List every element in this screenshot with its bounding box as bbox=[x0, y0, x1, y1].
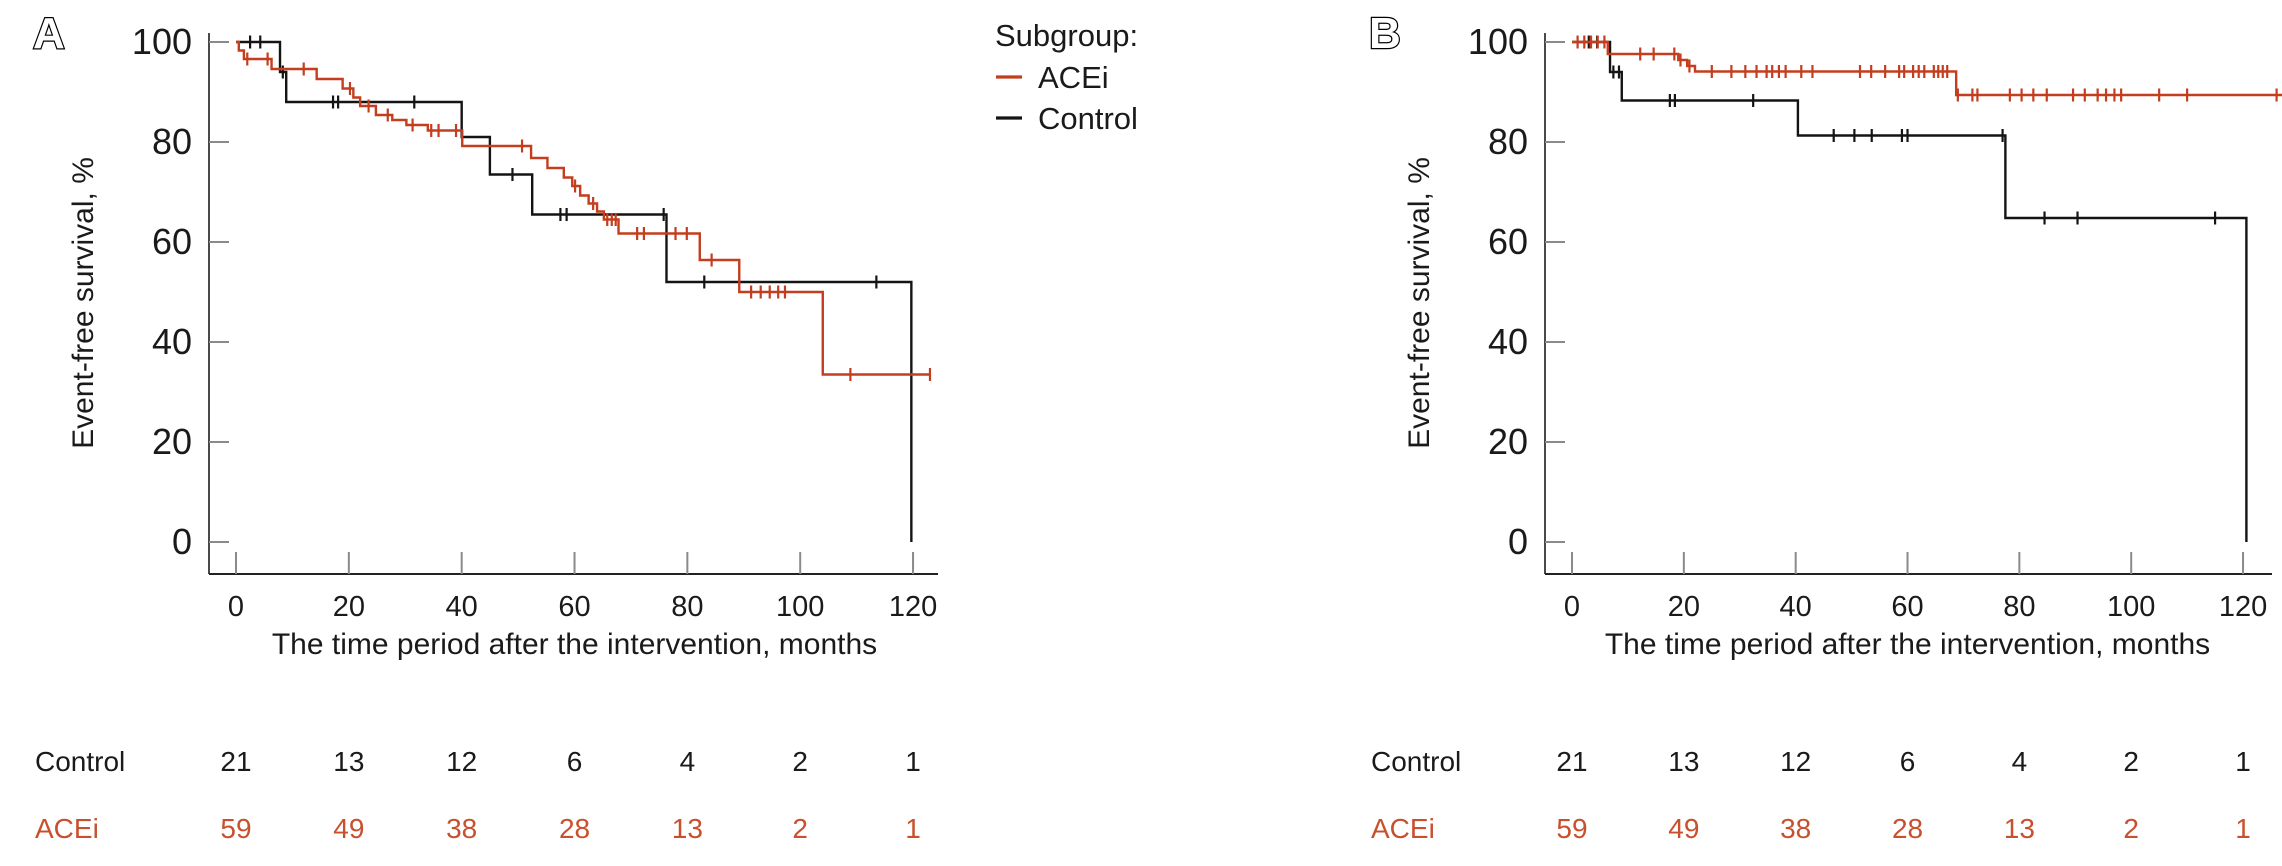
risk-table-value: 21 bbox=[1556, 746, 1587, 777]
risk-table-value: 6 bbox=[567, 746, 583, 777]
km-curve-acei bbox=[236, 40, 930, 376]
y-tick-label: 60 bbox=[152, 221, 192, 262]
y-tick-label: 0 bbox=[1508, 521, 1528, 562]
km-curve-control bbox=[1572, 40, 2248, 542]
x-tick-label: 100 bbox=[776, 591, 824, 623]
risk-table-row-label: ACEi bbox=[1371, 813, 1435, 844]
risk-table-value: 4 bbox=[680, 746, 696, 777]
risk-table-value: 59 bbox=[1556, 813, 1587, 844]
y-tick-label: 100 bbox=[1468, 21, 1528, 62]
risk-table-row-label: ACEi bbox=[35, 813, 99, 844]
risk-table-value: 28 bbox=[1892, 813, 1923, 844]
x-tick-label: 40 bbox=[1780, 591, 1812, 623]
x-axis-title: The time period after the intervention, … bbox=[1605, 628, 2210, 661]
km-curve-acei bbox=[1572, 40, 2282, 97]
risk-table-value: 1 bbox=[905, 813, 921, 844]
risk-table-value: 1 bbox=[2235, 746, 2251, 777]
y-tick-label: 80 bbox=[1488, 121, 1528, 162]
risk-table-value: 12 bbox=[446, 746, 477, 777]
y-axis-title: Event-free survival, % bbox=[1403, 157, 1436, 449]
x-axis-title: The time period after the intervention, … bbox=[272, 628, 877, 661]
risk-table-value: 2 bbox=[2123, 746, 2139, 777]
x-tick-label: 40 bbox=[446, 591, 478, 623]
panel-letter: A bbox=[33, 9, 65, 58]
x-tick-label: 20 bbox=[1668, 591, 1700, 623]
y-tick-label: 20 bbox=[1488, 421, 1528, 462]
risk-table-value: 12 bbox=[1780, 746, 1811, 777]
risk-table-value: 49 bbox=[333, 813, 364, 844]
legend-label-acei: ACEi bbox=[1038, 60, 1109, 95]
y-tick-label: 40 bbox=[152, 321, 192, 362]
x-tick-label: 60 bbox=[1891, 591, 1923, 623]
legend-label-control: Control bbox=[1038, 101, 1138, 136]
risk-table-value: 38 bbox=[1780, 813, 1811, 844]
risk-table-row-label: Control bbox=[35, 746, 125, 777]
x-tick-label: 120 bbox=[2219, 591, 2267, 623]
risk-table-value: 13 bbox=[672, 813, 703, 844]
risk-table-value: 13 bbox=[333, 746, 364, 777]
y-axis-title: Event-free survival, % bbox=[67, 157, 100, 449]
x-tick-label: 0 bbox=[1564, 591, 1580, 623]
risk-table-value: 13 bbox=[2004, 813, 2035, 844]
risk-table-value: 2 bbox=[792, 813, 808, 844]
risk-table-value: 4 bbox=[2012, 746, 2028, 777]
risk-table-value: 38 bbox=[446, 813, 477, 844]
risk-table-value: 49 bbox=[1668, 813, 1699, 844]
risk-table-value: 1 bbox=[2235, 813, 2251, 844]
risk-table-value: 2 bbox=[2123, 813, 2139, 844]
y-tick-label: 100 bbox=[132, 21, 192, 62]
y-tick-label: 80 bbox=[152, 121, 192, 162]
risk-table-value: 59 bbox=[220, 813, 251, 844]
x-tick-label: 60 bbox=[558, 591, 590, 623]
risk-table-value: 21 bbox=[220, 746, 251, 777]
y-tick-label: 0 bbox=[172, 521, 192, 562]
x-tick-label: 120 bbox=[889, 591, 937, 623]
y-tick-label: 60 bbox=[1488, 221, 1528, 262]
risk-table-value: 2 bbox=[792, 746, 808, 777]
risk-table-value: 6 bbox=[1900, 746, 1916, 777]
x-tick-label: 20 bbox=[333, 591, 365, 623]
panel-letter: B bbox=[1369, 9, 1401, 58]
x-tick-label: 80 bbox=[2003, 591, 2035, 623]
x-tick-label: 0 bbox=[228, 591, 244, 623]
x-tick-label: 100 bbox=[2107, 591, 2155, 623]
risk-table-value: 1 bbox=[905, 746, 921, 777]
legend-title: Subgroup: bbox=[995, 18, 1138, 53]
risk-table-value: 28 bbox=[559, 813, 590, 844]
y-tick-label: 20 bbox=[152, 421, 192, 462]
risk-table-value: 13 bbox=[1668, 746, 1699, 777]
risk-table-row-label: Control bbox=[1371, 746, 1461, 777]
y-tick-label: 40 bbox=[1488, 321, 1528, 362]
x-tick-label: 80 bbox=[671, 591, 703, 623]
